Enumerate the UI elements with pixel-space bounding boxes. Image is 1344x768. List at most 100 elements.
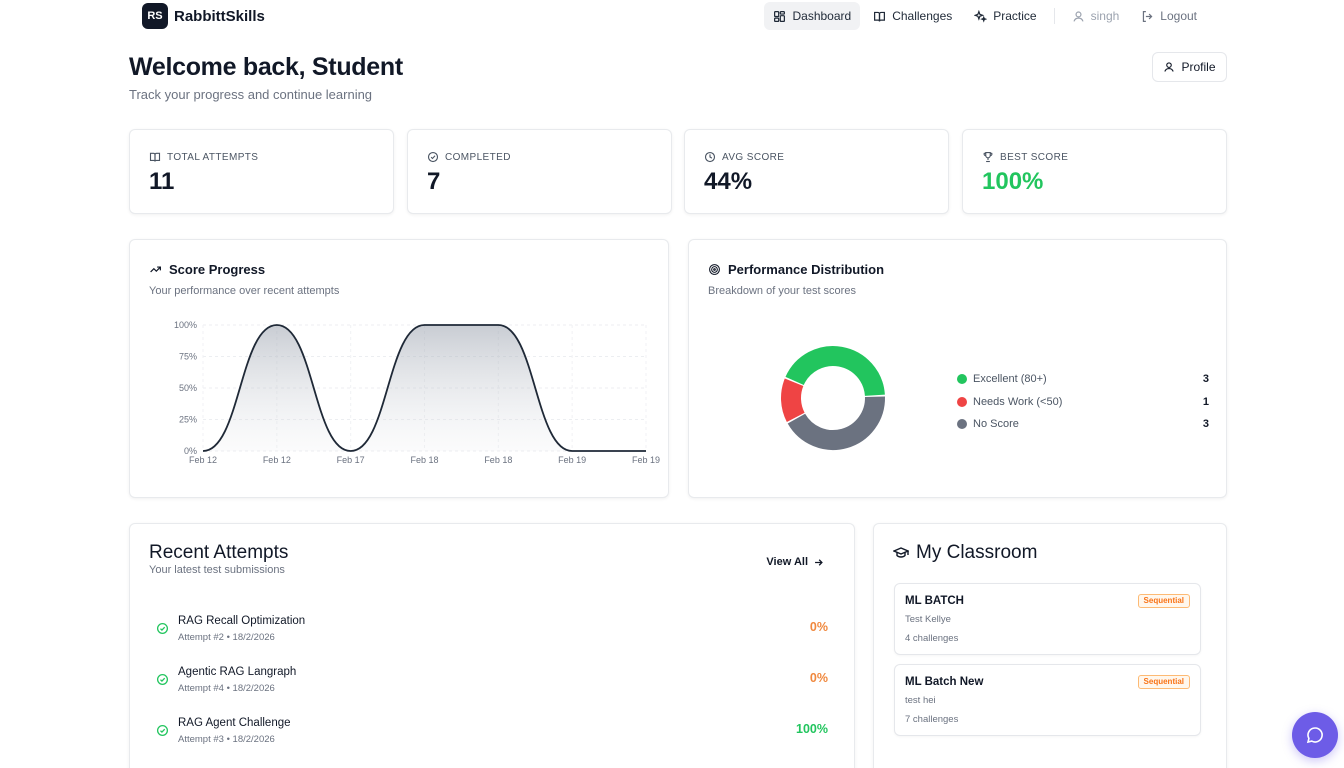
nav-challenges-label: Challenges [892,9,953,23]
stat-label: AVG SCORE [704,151,784,163]
classroom-item[interactable]: ML BATCH Sequential Test Kellye 4 challe… [894,583,1201,655]
attempt-score: 0% [809,620,828,634]
view-all-label: View All [766,556,808,568]
stat-card-best-score: BEST SCORE 100% [962,129,1227,214]
score-progress-title: Score Progress [149,262,265,277]
class-badge: Sequential [1137,594,1190,608]
legend-label: No Score [973,418,1019,431]
clock-icon [704,151,716,163]
legend-dot [957,419,967,430]
x-tick-label: Feb 19 [558,455,586,465]
donut-slice [787,396,885,450]
brand[interactable]: RS RabbittSkills [142,3,265,29]
legend-dot [957,374,967,385]
score-progress-subtitle: Your performance over recent attempts [149,285,340,297]
y-tick-label: 25% [179,415,197,425]
graduation-cap-icon [893,547,909,558]
nav-user[interactable]: singh [1063,2,1129,30]
stat-label: COMPLETED [427,151,511,163]
stat-value: 11 [149,168,175,195]
stat-value: 100% [982,168,1044,195]
classroom-title: My Classroom [893,542,1037,564]
y-tick-label: 100% [174,320,197,330]
classroom-title-text: My Classroom [916,542,1038,563]
brand-name: RabbittSkills [174,7,265,25]
x-tick-label: Feb 19 [632,455,660,465]
distribution-legend: Excellent (80+) 3 Needs Work (<50) 1 No … [957,368,1209,436]
chat-button[interactable] [1292,712,1338,758]
stat-label: TOTAL ATTEMPTS [149,151,258,163]
attempt-meta: Attempt #2 • 18/2/2026 [178,632,275,643]
arrow-right-icon [815,558,823,566]
y-tick-label: 50% [179,383,197,393]
nav-challenges[interactable]: Challenges [864,2,961,30]
nav-user-label: singh [1090,9,1120,23]
nav-practice[interactable]: Practice [965,2,1045,30]
donut-slice [785,346,885,397]
legend-label: Needs Work (<50) [973,395,1063,408]
recent-attempts-subtitle: Your latest test submissions [149,564,285,576]
class-challenge-count: 7 challenges [905,714,959,725]
attempt-score: 100% [796,722,828,736]
distribution-subtitle: Breakdown of your test scores [708,285,856,297]
stat-card-completed: COMPLETED 7 [407,129,672,214]
attempt-row[interactable]: RAG Agent Challenge Attempt #3 • 18/2/20… [156,714,828,754]
check-circle-icon [156,724,169,737]
trending-up-icon [150,266,161,273]
distribution-title: Performance Distribution [708,262,884,277]
legend-dot [957,396,967,407]
distribution-donut-chart [781,346,885,450]
brand-logo: RS [142,3,168,29]
sparkles-icon [974,9,988,23]
attempt-name: RAG Recall Optimization [178,615,306,627]
stat-label-text: AVG SCORE [722,151,785,163]
top-nav: RS RabbittSkills Dashboard Challenges Pr… [0,0,1344,32]
classroom-item[interactable]: ML Batch New Sequential test hei 7 chall… [894,664,1201,736]
stat-label: BEST SCORE [982,151,1068,163]
donut-slice [781,378,805,422]
recent-attempts-title: Recent Attempts [149,542,289,563]
target-icon [709,264,720,275]
class-name: ML Batch New [905,676,984,688]
user-icon [1164,62,1175,72]
legend-item: Needs Work (<50) 1 [957,391,1209,414]
attempt-name: RAG Agent Challenge [178,717,291,729]
stat-label-text: COMPLETED [445,151,511,163]
attempt-row[interactable]: Agentic RAG Langraph Attempt #4 • 18/2/2… [156,663,828,703]
x-tick-label: Feb 18 [410,455,438,465]
classroom-card: My Classroom ML BATCH Sequential Test Ke… [873,523,1227,768]
check-circle-icon [156,673,169,686]
class-description: test hei [905,695,936,706]
nav-practice-label: Practice [993,9,1037,23]
check-circle-icon [427,151,439,163]
legend-item: No Score 3 [957,413,1209,436]
stat-label-text: TOTAL ATTEMPTS [167,151,259,163]
logout-icon [1143,10,1153,22]
nav-divider [1053,8,1055,24]
nav-dashboard[interactable]: Dashboard [764,2,861,30]
stat-value: 7 [427,168,441,195]
nav-logout-label: Logout [1160,9,1197,23]
view-all-link[interactable]: View All [766,556,824,568]
attempt-row[interactable]: RAG Recall Optimization Attempt #2 • 18/… [156,612,828,652]
chat-bubble-icon [1306,727,1323,744]
performance-distribution-card: Performance Distribution Breakdown of yo… [688,239,1227,498]
legend-count: 1 [1202,395,1209,408]
x-tick-label: Feb 12 [263,455,291,465]
score-progress-chart: 0% 25% 50% 75% 100% Feb 12 Feb 12 Feb 17 Feb 18 F… [174,320,660,465]
distribution-title-text: Performance Distribution [728,262,885,277]
dashboard-icon [774,10,786,22]
trophy-icon [983,151,993,163]
recent-attempts-card: Recent Attempts Your latest test submiss… [129,523,855,768]
profile-button[interactable]: Profile [1152,52,1227,82]
nav-links: Dashboard Challenges Practice singh Logo… [764,2,1206,30]
stat-label-text: BEST SCORE [1000,151,1069,163]
attempt-score: 0% [809,671,828,685]
page-subtitle: Track your progress and continue learnin… [129,87,373,102]
legend-count: 3 [1202,373,1209,386]
x-tick-label: Feb 18 [484,455,512,465]
class-badge: Sequential [1137,675,1190,689]
score-progress-title-text: Score Progress [169,262,266,277]
nav-logout[interactable]: Logout [1132,2,1206,30]
class-name: ML BATCH [905,595,964,607]
